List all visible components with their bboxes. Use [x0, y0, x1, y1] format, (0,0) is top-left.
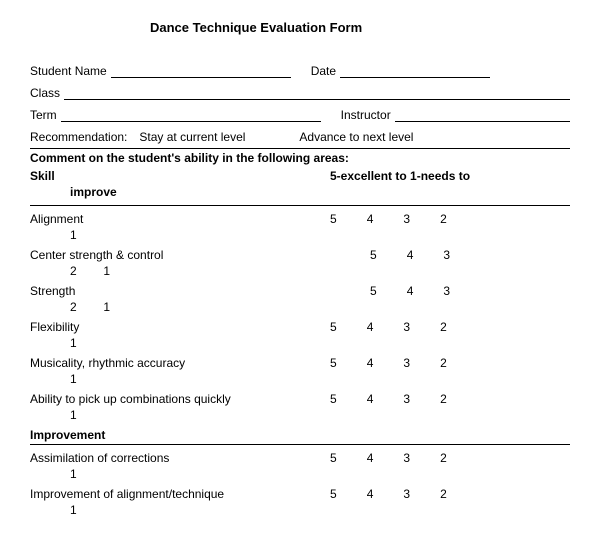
skill-nums: 5 4 3 2 [330, 451, 447, 465]
rating-value[interactable]: 4 [407, 284, 414, 298]
rating-wrap[interactable]: 1 [30, 503, 570, 517]
rating-wrap[interactable]: 1 [30, 372, 570, 386]
skill-label: Musicality, rhythmic accuracy [30, 356, 330, 370]
rating-wrap[interactable]: 1 [30, 467, 570, 481]
rating-value[interactable]: 3 [443, 248, 450, 262]
skill-nums: 5 4 3 2 [330, 356, 447, 370]
rating-value[interactable]: 3 [403, 212, 410, 226]
rating-value[interactable]: 2 [440, 356, 447, 370]
skill-nums: 5 4 3 [370, 248, 450, 262]
rating-value[interactable]: 4 [367, 451, 374, 465]
rating-value[interactable]: 3 [403, 451, 410, 465]
form-title: Dance Technique Evaluation Form [30, 20, 570, 35]
rating-wrap[interactable]: 2 1 [30, 300, 570, 314]
skill-row: Flexibility5 4 3 2 [30, 320, 570, 334]
divider-2 [30, 205, 570, 206]
rating-wrap[interactable]: 1 [30, 408, 570, 422]
row-recommendation: Recommendation: Stay at current level Ad… [30, 126, 570, 144]
option-stay: Stay at current level [131, 130, 299, 144]
row-term-instructor: Term Instructor [30, 104, 570, 122]
skill-header-row: Skill 5-excellent to 1-needs to [30, 169, 570, 183]
skill-row: Alignment5 4 3 2 [30, 212, 570, 226]
skill-label: Strength [30, 284, 370, 298]
label-class: Class [30, 86, 64, 100]
skill-label: Flexibility [30, 320, 330, 334]
rating-wrap[interactable]: 2 1 [30, 264, 570, 278]
blank-date[interactable] [340, 63, 490, 78]
skill-row: Center strength & control5 4 3 [30, 248, 570, 262]
skill-label: Alignment [30, 212, 330, 226]
divider-3 [30, 444, 570, 445]
skill-nums: 5 4 3 2 [330, 487, 447, 501]
rating-value[interactable]: 4 [367, 356, 374, 370]
rating-value[interactable]: 5 [330, 392, 337, 406]
skill-label: Center strength & control [30, 248, 370, 262]
rating-value[interactable]: 5 [370, 248, 377, 262]
skill-row: Improvement of alignment/technique5 4 3 2 [30, 487, 570, 501]
skill-nums: 5 4 3 2 [330, 392, 447, 406]
divider-1 [30, 148, 570, 149]
rating-value[interactable]: 4 [407, 248, 414, 262]
rating-value[interactable]: 5 [330, 212, 337, 226]
row-student-date: Student Name Date [30, 60, 570, 78]
col-scale: 5-excellent to 1-needs to [330, 169, 470, 183]
skill-row: Strength5 4 3 [30, 284, 570, 298]
skill-nums: 5 4 3 2 [330, 320, 447, 334]
rating-value[interactable]: 5 [330, 487, 337, 501]
rating-wrap[interactable]: 1 [30, 336, 570, 350]
col-skill: Skill [30, 169, 330, 183]
blank-student-name[interactable] [111, 63, 291, 78]
skill-row: Assimilation of corrections5 4 3 2 [30, 451, 570, 465]
improvement-heading: Improvement [30, 428, 570, 442]
rating-value[interactable]: 4 [367, 212, 374, 226]
rating-value[interactable]: 4 [367, 392, 374, 406]
blank-instructor[interactable] [395, 107, 570, 122]
rating-value[interactable]: 3 [403, 320, 410, 334]
comment-header: Comment on the student's ability in the … [30, 151, 570, 165]
skill-label: Ability to pick up combinations quickly [30, 392, 330, 406]
skill-nums: 5 4 3 [370, 284, 450, 298]
rating-value[interactable]: 2 [440, 320, 447, 334]
rating-value[interactable]: 2 [440, 392, 447, 406]
rating-wrap[interactable]: 1 [30, 228, 570, 242]
label-instructor: Instructor [321, 108, 395, 122]
label-term: Term [30, 108, 61, 122]
skill-row: Musicality, rhythmic accuracy5 4 3 2 [30, 356, 570, 370]
skill-label: Improvement of alignment/technique [30, 487, 330, 501]
rating-value[interactable]: 3 [443, 284, 450, 298]
col-scale-wrap: improve [30, 185, 570, 199]
blank-class[interactable] [64, 85, 570, 100]
rating-value[interactable]: 2 [440, 451, 447, 465]
rating-value[interactable]: 4 [367, 320, 374, 334]
blank-term[interactable] [61, 107, 321, 122]
skill-nums: 5 4 3 2 [330, 212, 447, 226]
rating-value[interactable]: 5 [330, 451, 337, 465]
option-advance: Advance to next level [299, 130, 413, 144]
skill-label: Assimilation of corrections [30, 451, 330, 465]
rating-value[interactable]: 3 [403, 487, 410, 501]
skill-row: Ability to pick up combinations quickly5… [30, 392, 570, 406]
rating-value[interactable]: 3 [403, 392, 410, 406]
label-recommendation: Recommendation: [30, 130, 131, 144]
rating-value[interactable]: 5 [330, 356, 337, 370]
label-date: Date [291, 64, 340, 78]
label-student-name: Student Name [30, 64, 111, 78]
rating-value[interactable]: 4 [367, 487, 374, 501]
rating-value[interactable]: 3 [403, 356, 410, 370]
rating-value[interactable]: 5 [330, 320, 337, 334]
row-class: Class [30, 82, 570, 100]
rating-value[interactable]: 2 [440, 487, 447, 501]
rating-value[interactable]: 5 [370, 284, 377, 298]
rating-value[interactable]: 2 [440, 212, 447, 226]
